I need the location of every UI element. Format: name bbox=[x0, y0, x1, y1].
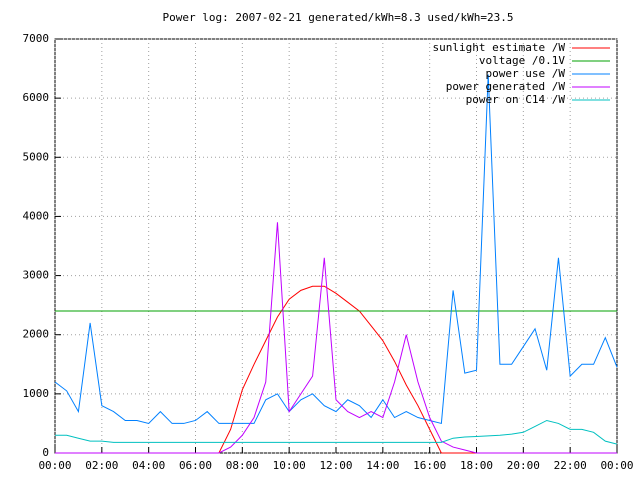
x-tick-label: 06:00 bbox=[179, 459, 212, 472]
x-tick-label: 20:00 bbox=[507, 459, 540, 472]
x-tick-label: 00:00 bbox=[38, 459, 71, 472]
x-tick-label: 14:00 bbox=[366, 459, 399, 472]
x-tick-label: 08:00 bbox=[226, 459, 259, 472]
x-tick-label: 22:00 bbox=[554, 459, 587, 472]
x-tick-label: 02:00 bbox=[85, 459, 118, 472]
x-tick-label: 00:00 bbox=[600, 459, 633, 472]
y-tick-label: 5000 bbox=[23, 150, 50, 163]
x-tick-label: 16:00 bbox=[413, 459, 446, 472]
x-tick-label: 18:00 bbox=[460, 459, 493, 472]
chart-title: Power log: 2007-02-21 generated/kWh=8.3 … bbox=[163, 11, 514, 24]
y-tick-label: 6000 bbox=[23, 91, 50, 104]
y-tick-label: 3000 bbox=[23, 269, 50, 282]
legend-label: voltage /0.1V bbox=[479, 54, 565, 67]
series-line bbox=[55, 222, 617, 454]
y-tick-label: 2000 bbox=[23, 328, 50, 341]
series-line bbox=[55, 419, 618, 445]
y-tick-label: 1000 bbox=[23, 387, 50, 400]
x-tick-label: 04:00 bbox=[132, 459, 165, 472]
y-tick-label: 7000 bbox=[23, 32, 50, 45]
legend-label: power use /W bbox=[486, 67, 566, 80]
legend-label: power on C14 /W bbox=[466, 93, 566, 106]
series-line bbox=[54, 74, 618, 425]
x-tick-label: 10:00 bbox=[273, 459, 306, 472]
legend-label: power generated /W bbox=[446, 80, 566, 93]
x-tick-label: 12:00 bbox=[319, 459, 352, 472]
legend-label: sunlight estimate /W bbox=[433, 41, 566, 54]
y-tick-label: 0 bbox=[42, 446, 49, 459]
y-tick-label: 4000 bbox=[23, 209, 50, 222]
